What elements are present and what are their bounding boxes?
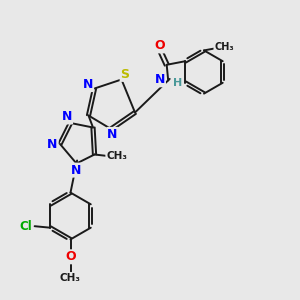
Text: N: N <box>107 128 118 141</box>
Text: CH₃: CH₃ <box>60 273 81 283</box>
Text: S: S <box>121 68 130 81</box>
Text: N: N <box>47 137 58 151</box>
Text: N: N <box>71 164 82 177</box>
Text: CH₃: CH₃ <box>214 42 234 52</box>
Text: Cl: Cl <box>19 220 32 233</box>
Text: N: N <box>83 78 93 91</box>
Text: O: O <box>65 250 76 263</box>
Text: O: O <box>155 39 165 52</box>
Text: N: N <box>62 110 72 124</box>
Text: N: N <box>154 73 165 86</box>
Text: H: H <box>173 78 182 88</box>
Text: CH₃: CH₃ <box>106 151 127 161</box>
